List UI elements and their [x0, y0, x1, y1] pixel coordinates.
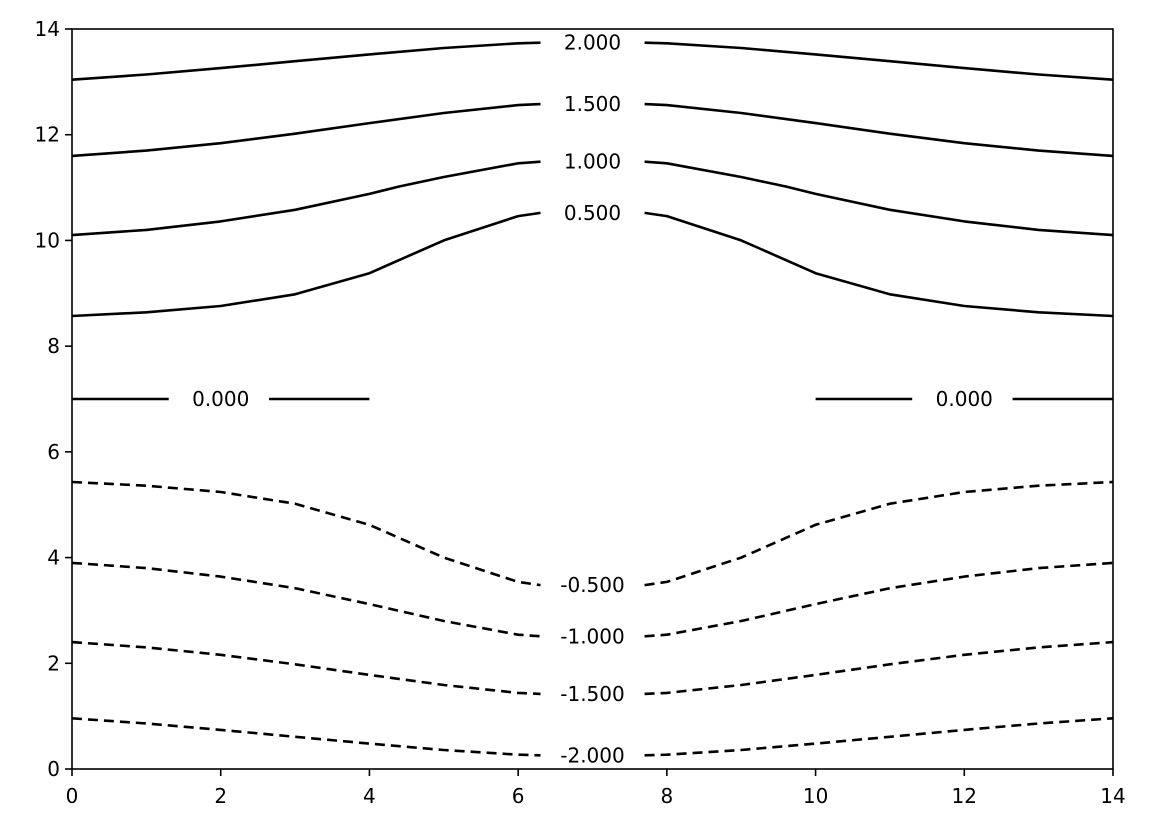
contour-label: 1.000	[564, 150, 621, 174]
contour-label: 0.000	[192, 387, 249, 411]
y-tick-label: 4	[47, 546, 60, 570]
contour-line	[71, 102, 541, 158]
x-tick-label: 12	[952, 784, 977, 808]
contour-line	[644, 561, 1114, 638]
contour-line	[71, 211, 541, 318]
plot-frame	[71, 28, 1114, 770]
contour-label: -1.500	[560, 682, 624, 706]
x-tick-label: 14	[1100, 784, 1125, 808]
contour-line	[71, 160, 541, 237]
contour-line	[644, 102, 1114, 158]
y-tick-label: 14	[35, 17, 60, 41]
x-tick-label: 6	[512, 784, 525, 808]
x-tick-label: 2	[214, 784, 227, 808]
x-tick-label: 0	[66, 784, 79, 808]
contour-label: 0.500	[564, 201, 621, 225]
contour-label: -1.000	[560, 624, 624, 648]
x-tick-label: 10	[803, 784, 828, 808]
contour-label: 1.500	[564, 92, 621, 116]
contour-label: -0.500	[560, 573, 624, 597]
contour-line	[71, 41, 541, 81]
x-axis: 0 2 4 6 8 10 12 14	[66, 769, 1126, 808]
contour-label: 0.000	[936, 387, 993, 411]
contour-line	[71, 717, 541, 757]
contour-line	[71, 480, 541, 587]
x-tick-label: 4	[363, 784, 376, 808]
contour-line	[644, 211, 1114, 318]
y-tick-label: 12	[35, 123, 60, 147]
contour-label: 2.000	[564, 31, 621, 55]
contour-line	[71, 640, 541, 696]
contour-lines	[71, 41, 1114, 757]
y-tick-label: 2	[47, 651, 60, 675]
y-tick-label: 0	[47, 757, 60, 781]
y-tick-label: 6	[47, 440, 60, 464]
y-tick-label: 10	[35, 228, 60, 252]
contour-line	[644, 717, 1114, 757]
contour-line	[644, 640, 1114, 696]
contour-line	[644, 160, 1114, 237]
y-axis: 0 2 4 6 8 10 12 14	[35, 17, 72, 781]
x-tick-label: 8	[660, 784, 673, 808]
contour-line	[644, 480, 1114, 587]
contour-line	[644, 41, 1114, 81]
contour-line	[71, 561, 541, 638]
contour-labels: 2.000 1.500 1.000 0.500 0.000 0.000 -0.500 -1.0…	[192, 31, 993, 768]
y-tick-label: 8	[47, 334, 60, 358]
contour-label: -2.000	[560, 743, 624, 767]
